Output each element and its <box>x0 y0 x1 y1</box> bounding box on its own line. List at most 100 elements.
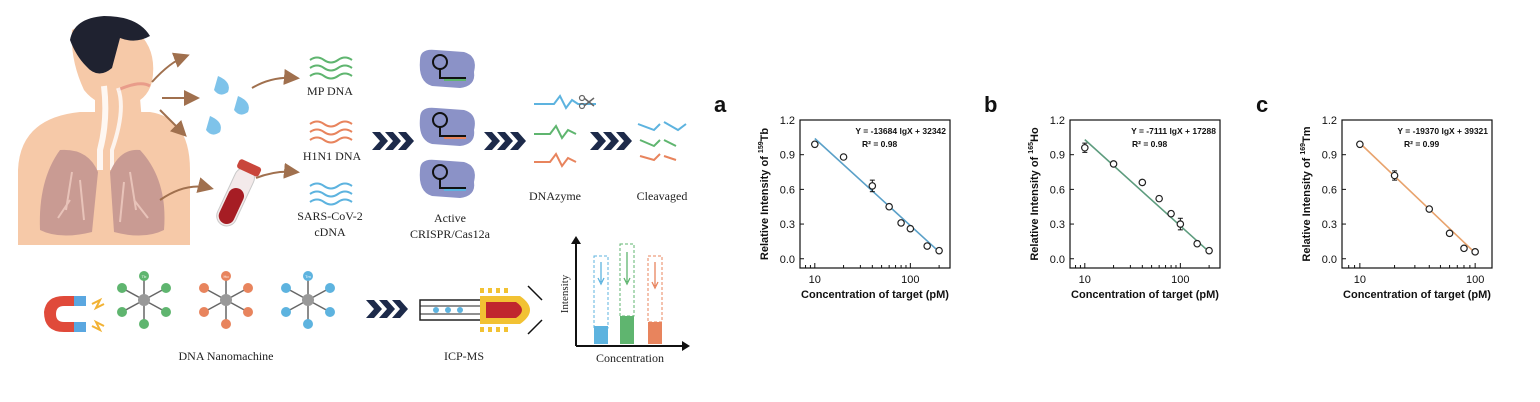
chevron-arrow-icon <box>372 132 414 150</box>
nanomachine-green-icon: Tb <box>117 271 171 329</box>
x-tick-label: 10 <box>1079 274 1091 286</box>
active-label: Active <box>434 211 466 225</box>
chart-panel-c: c 0.0 0.3 0.6 0.9 1.2 10 100 Concentration of ta… <box>1254 84 1514 329</box>
y-tick-label: 1.2 <box>1050 115 1065 127</box>
fit-r-squared: R² = 0.98 <box>862 139 897 149</box>
data-point <box>923 242 931 250</box>
x-tick-label: 10 <box>809 274 821 286</box>
y-tick-label: 1.2 <box>1322 115 1337 127</box>
cas12a-protein-icon <box>419 49 475 198</box>
data-point <box>935 246 943 255</box>
y-tick-label: 0.3 <box>1050 219 1065 231</box>
y-tick-label: 0.0 <box>1050 254 1065 266</box>
y-tick-label: 0.9 <box>1322 150 1337 162</box>
droplet-icon <box>206 76 249 135</box>
chevron-arrow-icon <box>484 132 526 150</box>
calibration-chart-b: b 0.0 0.3 0.6 0.9 1.2 10 100 Concentration of ta… <box>984 92 1221 301</box>
data-point <box>1460 244 1468 253</box>
data-point <box>1205 246 1213 255</box>
y-tick-label: 0.9 <box>780 150 795 162</box>
icp-ms-torch-icon <box>419 285 543 335</box>
fit-equation: Y = -19370 lgX + 39321 <box>1397 126 1488 136</box>
y-axis-label-mass: 165 <box>1028 142 1035 154</box>
mini-chart-y-label: Intensity <box>559 274 571 313</box>
chart-panel-a: a 0.0 0.3 0.6 0.9 1.2 10 100 Concentration of ta… <box>712 84 972 329</box>
y-tick-label: 0.6 <box>780 184 795 196</box>
y-axis-label-element: Tm <box>1301 126 1313 143</box>
x-axis-label: Concentration of target (pM) <box>1343 289 1491 301</box>
sars-cov-2-cdna-strand-icon <box>309 182 353 206</box>
cleaved-fragments-icon <box>637 121 687 162</box>
chevron-arrow-icon <box>590 132 632 150</box>
blood-tube-icon <box>216 159 262 227</box>
y-axis-label: Relative Intensity of 169Tm <box>1300 126 1313 261</box>
data-point <box>1138 178 1147 187</box>
y-axis-label-prefix: Relative Intensity of <box>759 153 771 260</box>
data-point <box>885 202 893 211</box>
nanomachine-orange-icon: Ho <box>199 271 253 329</box>
data-point <box>1109 160 1118 168</box>
y-axis-label: Relative Intensity of 165Ho <box>1028 127 1041 261</box>
data-point <box>906 224 915 233</box>
data-point <box>1081 143 1089 152</box>
y-axis-label-mass: 159 <box>758 141 765 153</box>
data-point <box>1167 209 1175 218</box>
data-point <box>1176 220 1185 228</box>
target-label-cdna: cDNA <box>314 225 346 239</box>
chart-panel-b: b 0.0 0.3 0.6 0.9 1.2 10 100 Concentration of ta… <box>982 84 1242 329</box>
y-axis-label-prefix: Relative Intensity of <box>1301 155 1313 262</box>
data-point <box>1356 140 1364 149</box>
ho-node-label: Ho <box>223 274 229 279</box>
dnazyme-label: DNAzyme <box>529 189 581 203</box>
data-point <box>868 182 877 190</box>
target-label-mp-dna: MP DNA <box>307 84 353 98</box>
panel-letter: c <box>1256 92 1268 117</box>
data-point <box>1155 194 1163 203</box>
fit-line <box>1084 139 1210 253</box>
x-axis-label: Concentration of target (pM) <box>801 289 949 301</box>
plot-frame <box>1069 119 1221 269</box>
fit-r-squared: R² = 0.99 <box>1404 139 1439 149</box>
h1n1-dna-strand-icon <box>309 120 353 144</box>
fit-equation: Y = -7111 lgX + 17288 <box>1131 126 1216 136</box>
crispr-cas12a-label: CRISPR/Cas12a <box>410 227 491 241</box>
mp-dna-strand-icon <box>309 56 353 80</box>
data-point <box>1471 248 1479 256</box>
y-axis-label: Relative Intensity of 159Tb <box>758 128 771 260</box>
data-point <box>811 140 819 149</box>
y-tick-label: 1.2 <box>780 115 795 127</box>
mini-chart-x-label: Concentration <box>596 351 664 365</box>
data-point <box>1445 229 1454 238</box>
x-tick-label: 10 <box>1354 274 1366 286</box>
fit-equation: Y = -13684 lgX + 32342 <box>855 126 946 136</box>
plot-frame <box>799 119 951 269</box>
y-tick-label: 0.6 <box>1050 184 1065 196</box>
y-tick-label: 0.6 <box>1322 184 1337 196</box>
nanomachine-label: DNA Nanomachine <box>179 349 274 363</box>
human-figure-icon <box>18 16 190 245</box>
nanomachine-blue-icon: Tm <box>281 271 335 329</box>
tm-node-label: Tm <box>305 274 311 279</box>
y-tick-label: 0.0 <box>780 254 795 266</box>
fit-line <box>1359 142 1476 254</box>
fit-r-squared: R² = 0.98 <box>1132 139 1167 149</box>
data-point <box>1425 205 1434 213</box>
y-tick-label: 0.9 <box>1050 150 1065 162</box>
data-point <box>897 219 905 227</box>
y-tick-label: 0.3 <box>1322 219 1337 231</box>
panel-letter: b <box>984 92 997 117</box>
x-tick-label: 100 <box>1466 274 1484 286</box>
dnazyme-icon <box>534 94 596 168</box>
plot-frame <box>1341 119 1493 269</box>
mini-intensity-chart <box>571 236 690 351</box>
calibration-chart-a: a 0.0 0.3 0.6 0.9 1.2 10 100 Concentration of ta… <box>714 92 951 301</box>
tb-node-label: Tb <box>142 274 147 279</box>
x-axis-label: Concentration of target (pM) <box>1071 289 1219 301</box>
y-axis-label-element: Tb <box>759 128 771 142</box>
target-label-h1n1-dna: H1N1 DNA <box>303 149 362 163</box>
y-tick-label: 0.3 <box>780 219 795 231</box>
cleavaged-label: Cleavaged <box>637 189 688 203</box>
x-tick-label: 100 <box>901 274 919 286</box>
y-axis-label-mass: 169 <box>1300 143 1307 155</box>
calibration-chart-c: c 0.0 0.3 0.6 0.9 1.2 10 100 Concentration of ta… <box>1256 92 1493 301</box>
